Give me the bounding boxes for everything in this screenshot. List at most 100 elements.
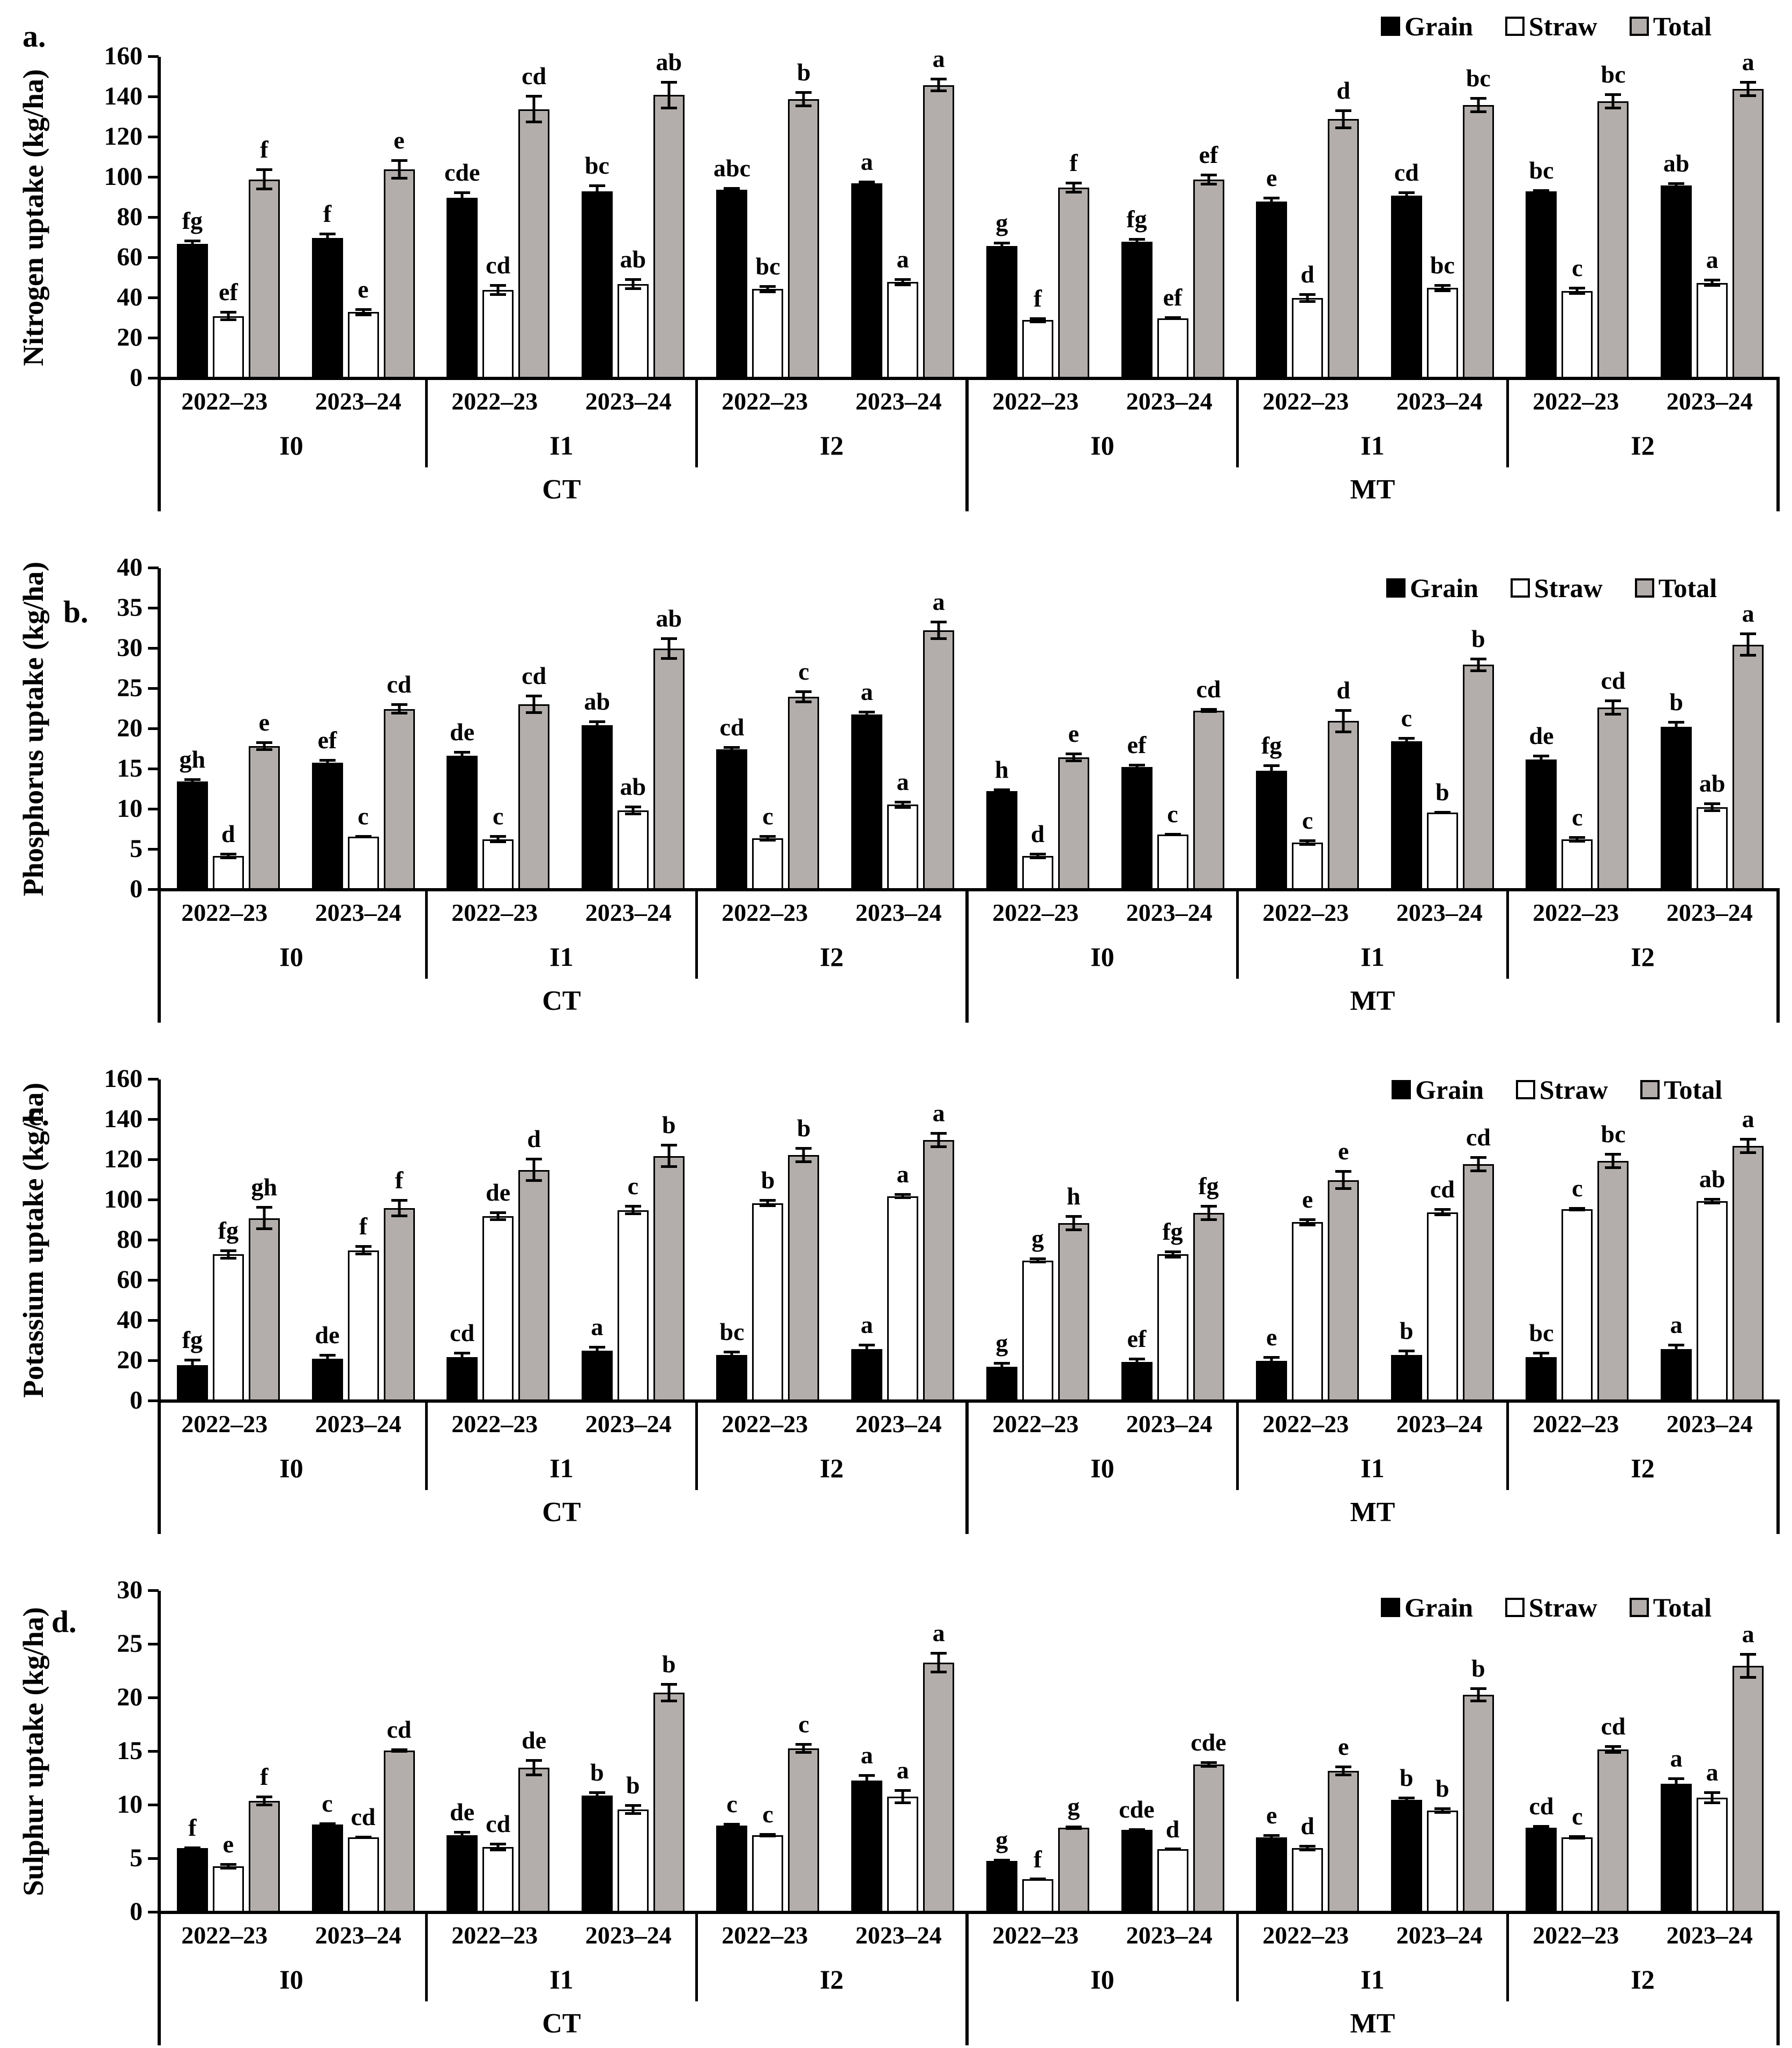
bar-group: ab ab ab [566, 568, 701, 890]
error-bar-cap [490, 293, 507, 296]
bar-straw [212, 856, 244, 890]
year-label: 2022–23 [992, 1921, 1079, 1949]
bar-slot: cde [444, 57, 480, 378]
year-row: 2022–23 2023–24 [969, 378, 1236, 423]
error-bar-cap [454, 1837, 471, 1840]
error-bar-line [532, 694, 536, 714]
plot-irrigation: cd c cd a a a [1510, 1591, 1780, 1912]
error-bar-cap [526, 120, 542, 123]
bar-total [653, 1693, 685, 1912]
bar-slot: de [482, 1079, 514, 1401]
y-axis-tick-label: 60 [117, 1265, 143, 1294]
error-bar-cap [1704, 279, 1721, 282]
bar-slot: de [311, 1079, 343, 1401]
error-bar-cap [1263, 1834, 1280, 1837]
bar-grain [447, 1357, 478, 1401]
legend-label: Straw [1528, 1592, 1597, 1622]
y-axis-tick [148, 1857, 159, 1860]
bar-straw [1426, 1212, 1458, 1401]
y-axis-tick [148, 848, 159, 851]
bar-slot: gh [176, 568, 208, 890]
irrigation-label: I0 [279, 430, 303, 460]
error-bar-cap [724, 189, 740, 192]
error-bar-cap [1533, 762, 1550, 764]
bar-straw [1022, 320, 1053, 378]
bar-slot: d [518, 1079, 550, 1401]
plot-irrigation: de c cd ab ab ab [430, 568, 700, 890]
y-axis-tick-label: 5 [130, 835, 143, 863]
bar-straw [347, 312, 379, 378]
error-bar-cap [589, 1345, 605, 1349]
error-bar-cap [1164, 317, 1181, 321]
legend-item-total: Total [1634, 572, 1717, 604]
bar-slot: f [347, 1079, 379, 1401]
bar-straw [1426, 813, 1458, 890]
error-bar-line [1405, 191, 1408, 200]
bar-straw [347, 1250, 379, 1401]
sig-letter: c [798, 1710, 809, 1738]
bar-grain [447, 755, 478, 890]
bar-slot: c [482, 568, 514, 890]
y-axis-line [158, 568, 161, 1023]
sig-letter: ab [1663, 150, 1690, 177]
legend-swatch-straw [1505, 1598, 1525, 1617]
bar-straw [1426, 288, 1458, 378]
error-bar-line [766, 835, 769, 841]
sig-letter: fg [1198, 1172, 1219, 1200]
bar-total [1328, 119, 1359, 378]
error-bar-line [1342, 1170, 1345, 1190]
band-tillage-MT: 2022–23 2023–24 I0 2022–23 2023–24 I1 2022–23 2… [969, 1912, 1776, 2045]
plot-irrigation: h d e ef c cd [970, 568, 1240, 890]
error-bar-cap [1704, 1198, 1721, 1201]
error-bar-line [1036, 853, 1039, 859]
error-bar-cap [1704, 1201, 1721, 1204]
error-bar-line [191, 1359, 194, 1371]
error-bar-cap [319, 1361, 336, 1364]
bar-group: bc c bc [1510, 57, 1645, 378]
legend-item-straw: Straw [1505, 11, 1597, 42]
year-label: 2023–24 [315, 387, 401, 415]
sig-letter: a [1742, 600, 1754, 627]
error-bar-cap [795, 690, 812, 693]
year-label: 2023–24 [855, 387, 942, 415]
chart-panel-a: a. Nitrogen uptake (kg/ha) 0 20 40 60 80 100 120… [0, 3, 1792, 514]
error-bar-cap [1299, 300, 1316, 303]
bar-group: bc c bc [1510, 1079, 1645, 1401]
error-bar-cap [589, 720, 605, 723]
bar-slot: b [1462, 1591, 1494, 1912]
error-bar-cap [256, 188, 272, 191]
bar-group: ab a a [1645, 50, 1780, 378]
bar-slot: bc [716, 1079, 748, 1401]
error-bar-cap [724, 749, 740, 753]
legend-item-grain: Grain [1386, 572, 1478, 604]
tillage-label: MT [1350, 2008, 1395, 2039]
bar-straw [617, 1210, 649, 1401]
bar-grain [1391, 195, 1422, 378]
plot-irrigation: fg c d c b b [1240, 568, 1510, 890]
error-bar-cap [1029, 320, 1046, 323]
error-bar-line [1477, 1687, 1480, 1702]
sig-letter: b [1436, 778, 1449, 806]
irrigation-label: I0 [1090, 430, 1114, 460]
irrigation-label: I1 [549, 1964, 574, 1994]
bar-grain [176, 1365, 208, 1401]
sig-letter: cd [1601, 1712, 1626, 1740]
sig-letter: ef [218, 278, 238, 306]
year-label: 2023–24 [585, 898, 672, 926]
error-bar-line [398, 159, 400, 180]
year-row: 2022–23 2023–24 [1509, 890, 1776, 935]
sig-letter: bc [1529, 156, 1554, 184]
y-axis-tick [148, 687, 159, 690]
sig-letter: a [896, 1756, 909, 1784]
tillage-label: CT [542, 1496, 581, 1528]
bar-slot: cd [518, 57, 550, 378]
bar-total [1058, 187, 1089, 378]
year-label: 2022–23 [181, 898, 268, 926]
bar-group: ef fg fg [1105, 1079, 1240, 1401]
error-bar-cap [993, 247, 1010, 250]
sig-letter: cd [1529, 1792, 1554, 1820]
error-bar-line [263, 1206, 266, 1231]
year-label: 2023–24 [1126, 898, 1213, 926]
bar-group: de f f [296, 1079, 431, 1401]
error-bar-cap [355, 1253, 371, 1256]
